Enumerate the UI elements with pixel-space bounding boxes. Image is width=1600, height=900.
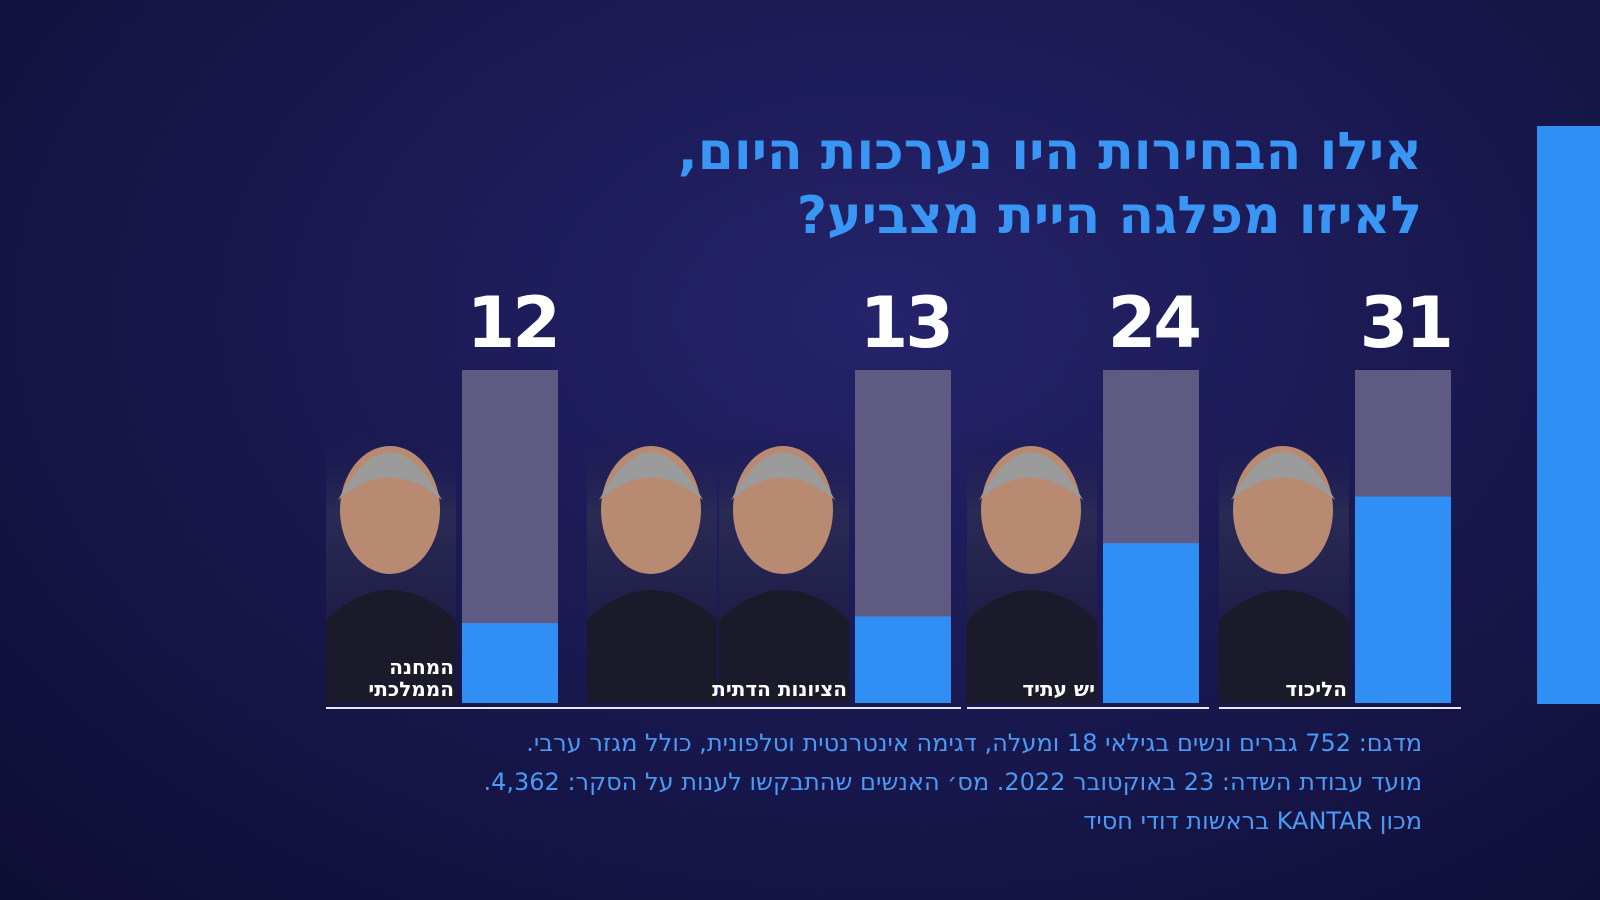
chart-title: לאיזו מפלגה היית מצביע? xyxy=(796,186,1422,246)
bar xyxy=(462,623,558,703)
portrait-hair xyxy=(599,452,703,500)
portrait-shoulders xyxy=(587,590,717,703)
portrait-shoulders xyxy=(967,590,1097,703)
portrait-hair xyxy=(731,452,835,500)
portrait-hair xyxy=(1231,452,1335,500)
footnote: מכון KANTAR בראשות דודי חסיד xyxy=(1083,807,1422,835)
bar xyxy=(1355,496,1451,703)
category-label: המחנה הממלכתי xyxy=(368,655,454,701)
footnote: מדגם: 752 גברים ונשים בגילאי 18 ומעלה, ד… xyxy=(526,729,1422,757)
portrait-hair xyxy=(979,452,1083,500)
portrait-shoulders xyxy=(326,590,456,703)
bar xyxy=(855,616,951,703)
portrait-shoulders xyxy=(719,590,849,703)
category-label: הציונות הדתית xyxy=(712,677,847,701)
portrait-hair xyxy=(338,452,442,500)
category-label: הליכוד xyxy=(1285,677,1347,701)
value-label: 24 xyxy=(1107,282,1202,364)
value-label: 31 xyxy=(1359,282,1454,364)
bar xyxy=(1103,543,1199,703)
value-label: 13 xyxy=(859,282,954,364)
side-accent xyxy=(1537,126,1600,704)
footnote: מועד עבודת השדה: 23 באוקטובר 2022. מס׳ ה… xyxy=(483,768,1422,796)
category-label: יש עתיד xyxy=(1022,677,1095,701)
portrait-shoulders xyxy=(1219,590,1349,703)
chart-title: אילו הבחירות היו נערכות היום, xyxy=(677,122,1422,182)
value-label: 12 xyxy=(466,282,561,364)
